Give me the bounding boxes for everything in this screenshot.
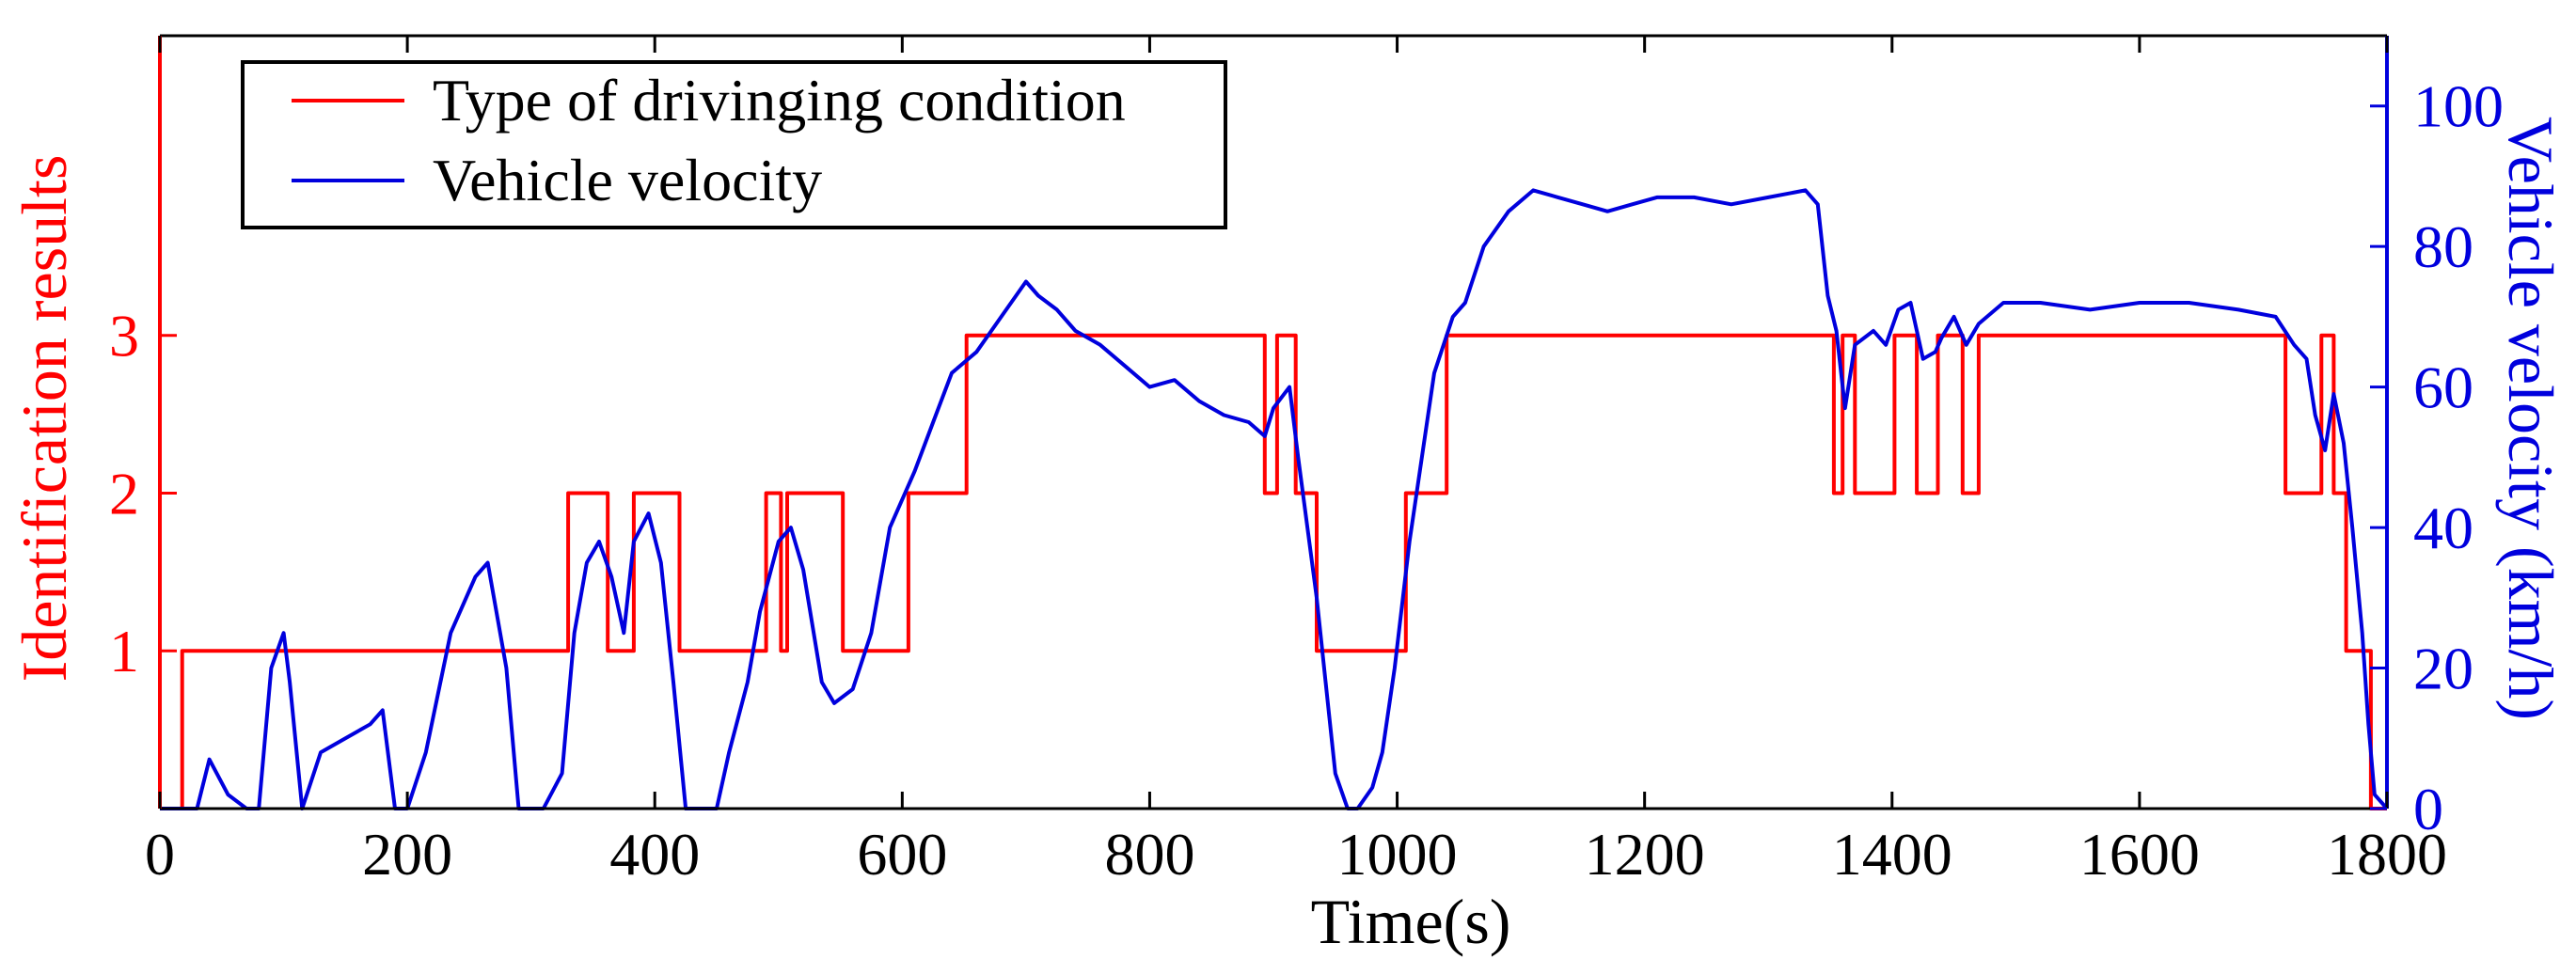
x-tick-label: 1000 bbox=[1337, 821, 1458, 888]
y-right-tick-label: 40 bbox=[2413, 495, 2473, 561]
y-right-tick-label: 20 bbox=[2413, 636, 2473, 702]
x-tick-label: 1800 bbox=[2327, 821, 2447, 888]
y-left-tick-label: 1 bbox=[109, 618, 139, 684]
y-right-tick-label: 0 bbox=[2413, 776, 2443, 842]
x-tick-label: 200 bbox=[362, 821, 452, 888]
legend-label-velocity: Vehicle velocity bbox=[433, 147, 822, 213]
x-axis-title: Time(s) bbox=[1311, 886, 1511, 957]
x-tick-label: 1600 bbox=[2079, 821, 2200, 888]
y-right-tick-label: 100 bbox=[2413, 73, 2504, 140]
left-axis-title: Identification results bbox=[8, 155, 80, 683]
y-left-tick-label: 2 bbox=[109, 460, 139, 527]
plot-area bbox=[160, 188, 2389, 810]
x-tick-label: 1200 bbox=[1585, 821, 1705, 888]
legend: Type of drivinging condition Vehicle vel… bbox=[241, 60, 1227, 229]
legend-box bbox=[241, 60, 1227, 229]
y-right-tick-label: 60 bbox=[2413, 354, 2473, 421]
right-axis-title: Vehicle velocity (km/h) bbox=[2495, 117, 2567, 720]
x-tick-label: 800 bbox=[1104, 821, 1194, 888]
ticks: 0 200 400 600 800 1000 1200 1400 1600 1800 1 2 3 0 20 4… bbox=[109, 36, 2504, 888]
x-tick-label: 600 bbox=[857, 821, 947, 888]
x-tick-label: 0 bbox=[145, 821, 175, 888]
y-left-tick-label: 3 bbox=[109, 303, 139, 370]
legend-label-condition: Type of drivinging condition bbox=[433, 67, 1126, 134]
series-line-condition bbox=[160, 333, 2387, 810]
y-right-tick-label: 80 bbox=[2413, 213, 2473, 280]
axes bbox=[158, 34, 2389, 810]
x-tick-label: 400 bbox=[609, 821, 700, 888]
series-line-velocity bbox=[160, 188, 2389, 810]
x-tick-label: 1400 bbox=[1832, 821, 1952, 888]
